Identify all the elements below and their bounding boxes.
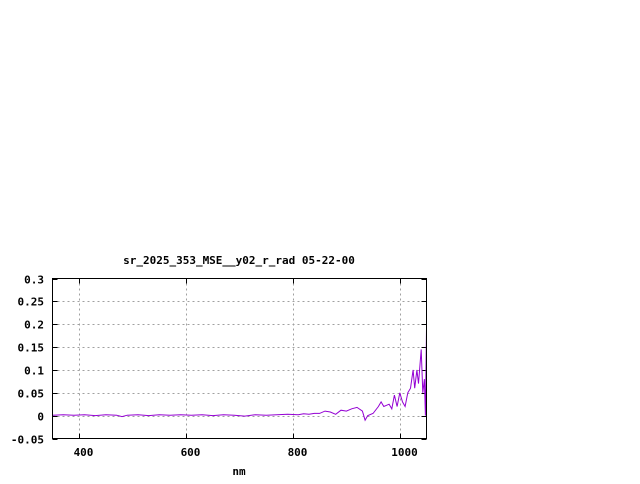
x-tick-label: 800 [288,446,308,459]
x-tick-label: 600 [181,446,201,459]
y-tick-label: 0.2 [24,319,44,332]
x-axis-label: nm [232,465,246,478]
y-tick-label: 0.25 [18,296,45,309]
y-tick-label: 0.1 [24,365,44,378]
y-tick-label: 0.3 [24,274,44,287]
y-tick-label: 0.15 [18,342,45,355]
plot-border [52,278,427,439]
x-tick-label: 1000 [391,446,418,459]
ticks: -0.05 0 0.05 0.1 0.15 0.2 0.25 0.3 400 600 800 1000 [11,274,427,459]
y-tick-label: 0 [37,411,44,424]
series-line [52,328,427,422]
chart-title: sr_2025_353_MSE__y02_r_rad 05-22-00 [123,254,355,267]
y-tick-label: 0.05 [18,388,45,401]
x-tick-label: 400 [74,446,94,459]
grid [52,278,427,439]
y-tick-label: -0.05 [11,434,44,447]
